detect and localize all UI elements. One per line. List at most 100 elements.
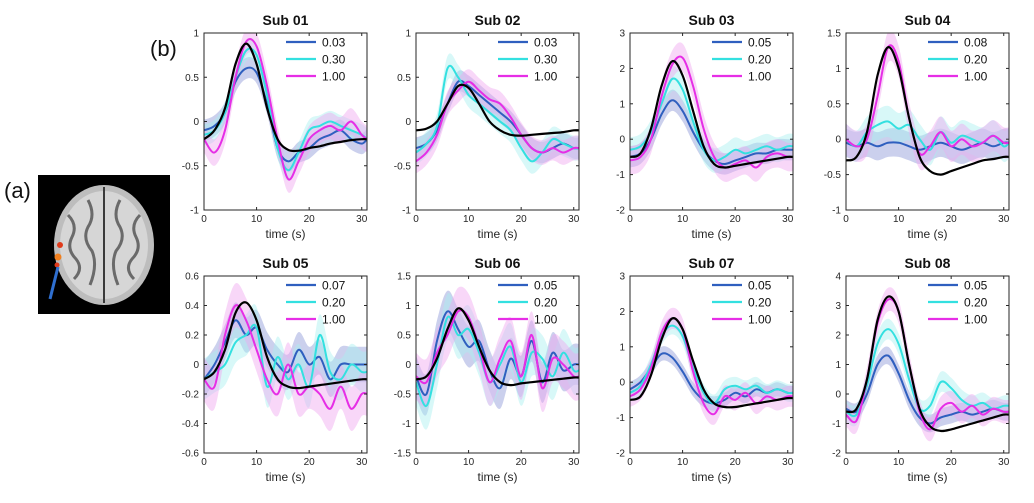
y-tick-label: -1: [616, 170, 625, 181]
legend-label: 1.00: [534, 313, 558, 327]
legend-label: 0.20: [748, 296, 772, 310]
confidence-band-1.00: [630, 42, 793, 182]
x-axis-label: time (s): [266, 470, 306, 484]
series-group: [630, 42, 793, 182]
legend-label: 0.03: [322, 36, 346, 50]
confidence-band-1.00: [416, 69, 579, 174]
legend-label: 0.07: [322, 279, 346, 293]
x-tick-label: 30: [782, 457, 794, 468]
legend-label: 0.20: [748, 53, 772, 67]
y-tick-label: 2: [835, 331, 841, 342]
activation-spot: [54, 262, 60, 268]
series-line-0.05: [846, 354, 1009, 425]
x-axis-label: time (s): [478, 470, 518, 484]
x-tick-label: 20: [516, 457, 528, 468]
series-line-1.00: [846, 44, 1009, 156]
series-group: [416, 286, 579, 430]
y-tick-label: 0.2: [185, 331, 199, 342]
y-tick-label: 1: [193, 29, 199, 40]
y-tick-label: -1.5: [394, 449, 412, 460]
x-tick-label: 10: [677, 214, 689, 225]
y-tick-label: 0: [193, 360, 199, 371]
legend-label: 1.00: [748, 313, 772, 327]
y-tick-label: -1: [616, 413, 625, 424]
legend-label: 0.05: [748, 36, 772, 50]
brain-axial-slice-image: [38, 175, 170, 314]
confidence-band-0.20: [846, 318, 1009, 427]
axes-box: [629, 32, 794, 211]
x-tick-label: 10: [893, 214, 905, 225]
x-tick-label: 20: [516, 214, 528, 225]
y-tick-label: -0.6: [182, 449, 200, 460]
chart-panel-1: Sub 01 0 10 20 30 -1 -0.5 0 0.5 1 time (s) 0.03 0.30…: [182, 12, 368, 241]
series-line-1.00: [630, 55, 793, 169]
y-tick-label: 0: [619, 135, 625, 146]
x-tick-label: 30: [568, 214, 580, 225]
x-tick-label: 0: [843, 214, 849, 225]
x-tick-label: 0: [413, 457, 419, 468]
confidence-band-0.20: [630, 66, 793, 174]
series-line-0.20: [846, 328, 1009, 418]
series-line-0.05: [416, 310, 579, 397]
y-tick-label: 3: [619, 272, 625, 283]
x-tick-label: 30: [356, 457, 368, 468]
chart-title: Sub 05: [263, 255, 309, 271]
y-tick-label: -1: [832, 206, 841, 217]
plot-area: [630, 33, 793, 210]
y-tick-label: -0.5: [824, 170, 842, 181]
x-tick-label: 10: [893, 457, 905, 468]
y-tick-label: 0: [619, 378, 625, 389]
y-tick-label: 1: [835, 64, 841, 75]
y-tick-label: -1: [402, 206, 411, 217]
x-tick-label: 30: [782, 214, 794, 225]
series-line-model: [204, 301, 367, 390]
series-line-1.00: [630, 317, 793, 416]
y-tick-label: 0.5: [827, 99, 841, 110]
axes-box: [629, 275, 794, 454]
series-line-1.00: [204, 38, 367, 181]
series-line-0.20: [416, 315, 579, 407]
x-tick-label: 10: [251, 457, 263, 468]
y-tick-label: -1: [832, 419, 841, 430]
x-tick-label: 0: [627, 214, 633, 225]
x-tick-label: 20: [304, 214, 316, 225]
panel-b-label: (b): [150, 36, 177, 61]
y-tick-label: -0.4: [182, 419, 200, 430]
confidence-band-0.03: [204, 56, 367, 172]
x-tick-label: 10: [251, 214, 263, 225]
x-axis-label: time (s): [692, 470, 732, 484]
legend-label: 0.05: [534, 279, 558, 293]
x-tick-label: 30: [356, 214, 368, 225]
x-tick-label: 20: [304, 457, 316, 468]
chart-panel-6: Sub 06 0 10 20 30 -1.5 -1 -0.5 0 0.5 1 1.5 time (s) 0…: [394, 255, 580, 484]
legend-label: 1.00: [322, 70, 346, 84]
panel-a-label: (a): [4, 178, 31, 203]
x-tick-label: 20: [946, 214, 958, 225]
legend-label: 0.30: [534, 53, 558, 67]
legend-label: 0.08: [964, 36, 988, 50]
chart-panel-3: Sub 03 0 10 20 30 -2 -1 0 1 2 3 time (s) 0.05 0.20 1.0…: [616, 12, 794, 241]
y-tick-label: 3: [619, 29, 625, 40]
x-tick-label: 10: [677, 457, 689, 468]
x-axis-label: time (s): [908, 470, 948, 484]
series-group: [630, 307, 793, 425]
chart-panel-2: Sub 02 0 10 20 30 -1 -0.5 0 0.5 1 time (s) 0.03 0.30…: [394, 12, 580, 241]
y-tick-label: 1: [835, 360, 841, 371]
roi-pointer-line: [48, 266, 60, 300]
y-tick-label: 2: [619, 307, 625, 318]
x-tick-label: 30: [998, 214, 1010, 225]
legend-label: 0.20: [964, 53, 988, 67]
y-tick-label: 4: [835, 272, 841, 283]
series-line-0.20: [204, 323, 367, 389]
series-line-model: [630, 317, 793, 409]
series-line-0.30: [416, 64, 579, 163]
y-tick-label: -2: [616, 206, 625, 217]
y-tick-label: 1: [619, 342, 625, 353]
legend-label: 0.20: [534, 296, 558, 310]
y-tick-label: 2: [619, 64, 625, 75]
plot-area: [630, 276, 793, 453]
legend-label: 0.20: [964, 296, 988, 310]
y-tick-label: 0: [835, 390, 841, 401]
y-tick-label: -2: [832, 449, 841, 460]
